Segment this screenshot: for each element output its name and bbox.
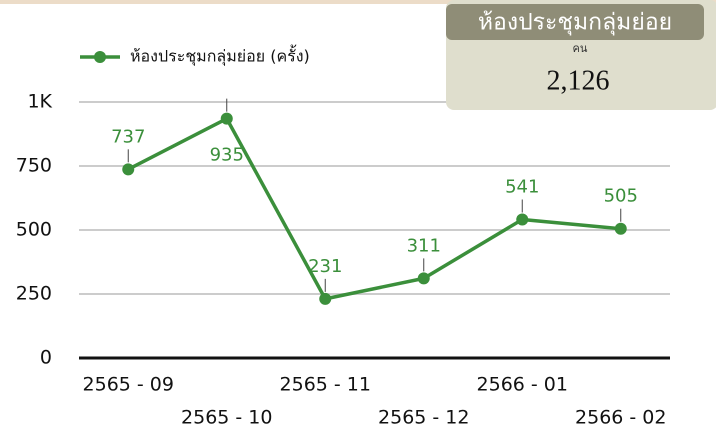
point [220,112,233,125]
x-tick-label: 2566 - 01 [477,374,568,396]
y-tick-label: 1K [27,91,52,113]
legend-label: ห้องประชุมกลุ่มย่อย (ครั้ง) [130,45,310,67]
point [122,163,135,176]
y-tick-label: 250 [16,283,52,305]
data-label: 541 [505,177,539,198]
data-label: 737 [111,126,145,147]
data-label: 311 [407,235,441,256]
y-tick-label: 750 [16,155,52,177]
card-unit: คน [573,42,588,55]
point [516,213,529,226]
x-tick-label: 2565 - 11 [280,374,371,396]
x-tick-label: 2566 - 02 [575,407,666,429]
top-strip [0,0,716,4]
card-title: ห้องประชุมกลุ่มย่อย [478,10,672,36]
y-tick-label: 0 [40,347,52,369]
point [614,222,627,235]
x-tick-label: 2565 - 10 [181,407,272,429]
legend-marker [94,51,106,63]
line [127,116,621,301]
card-value: 2,126 [547,65,610,96]
y-tick-label: 500 [16,219,52,241]
x-tick-label: 2565 - 09 [83,374,174,396]
summary-card: ห้องประชุมกลุ่มย่อย คน 2,126 [446,0,716,110]
card-header [446,4,704,40]
x-tick-label: 2565 - 12 [378,407,469,429]
point [319,292,332,305]
point [417,272,430,285]
data-label: 231 [308,256,342,277]
data-label: 935 [210,145,244,166]
data-label: 505 [604,186,638,207]
